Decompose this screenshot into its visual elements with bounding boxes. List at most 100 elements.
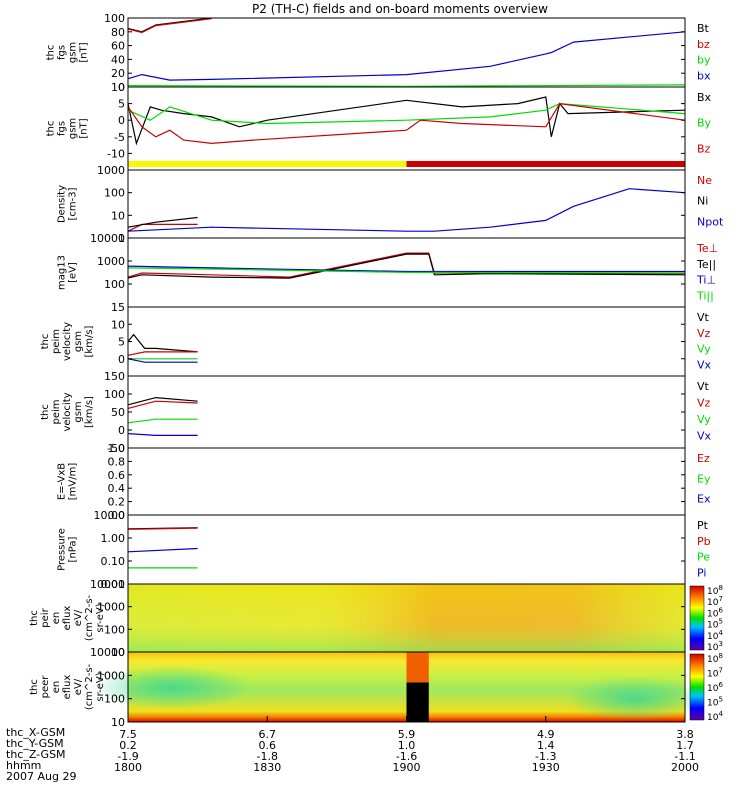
y-axis-label: peer xyxy=(40,675,51,699)
panel-frame xyxy=(127,514,686,585)
legend-Vx: Vx xyxy=(697,358,712,371)
y-tick-label: 10000 xyxy=(90,646,125,659)
x-tick-label: -1.6 xyxy=(396,750,417,763)
y-tick-label: 1 xyxy=(118,232,125,245)
legend-Pe: Pe xyxy=(697,551,710,564)
series-Te⊥ xyxy=(127,252,686,278)
panel-3: 1 10 100 1000 Density [cm-3] Ne Ni Npot xyxy=(57,164,724,245)
legend-Vt: Vt xyxy=(697,311,710,324)
y-axis-label: Pressure xyxy=(57,528,68,571)
y-tick-label: 100 xyxy=(104,623,125,636)
x-tick-label: 1900 xyxy=(393,761,421,774)
x-tick-label: 6.7 xyxy=(259,728,277,741)
plot-title: P2 (TH-C) fields and on-board moments ov… xyxy=(252,2,548,16)
y-tick-label: 10000 xyxy=(90,578,125,591)
y-axis-label: velocity xyxy=(62,322,73,361)
heatmap-data-gap xyxy=(406,682,429,722)
y-axis-label: [nPa] xyxy=(68,536,79,562)
y-tick-label: 60 xyxy=(111,40,125,53)
y-axis-label: gsm xyxy=(73,331,84,352)
series-Vx xyxy=(127,358,198,363)
y-tick-label: 0.8 xyxy=(108,455,126,468)
heatmap-y-gradient xyxy=(128,584,685,652)
series-Vz xyxy=(127,400,198,409)
y-tick-label: -5 xyxy=(114,131,125,144)
y-tick-label: 20 xyxy=(111,67,125,80)
legend-bx: bx xyxy=(697,69,711,82)
series-bz xyxy=(127,18,212,34)
x-tick-label: -1.1 xyxy=(674,750,695,763)
y-tick-label: 0 xyxy=(118,114,125,127)
y-tick-label: 0.01 xyxy=(101,578,126,591)
colorbar xyxy=(689,653,705,721)
heatmap-high-flux xyxy=(406,652,429,683)
footer-z-label: thc_Z-GSM xyxy=(6,748,66,761)
y-tick-label: -10 xyxy=(107,147,125,160)
legend-Npot: Npot xyxy=(697,215,724,228)
legend-Pi: Pi xyxy=(697,566,706,579)
colorbar xyxy=(689,585,705,651)
series-Bz xyxy=(127,102,686,145)
y-axis-label: thc xyxy=(46,45,57,61)
footer-time-label: hhmm xyxy=(6,759,42,772)
y-axis-label: mag13 xyxy=(57,255,68,290)
y-tick-label: 1000 xyxy=(97,669,125,682)
series-Ti|| xyxy=(127,267,686,274)
y-tick-label: 0.10 xyxy=(101,555,126,568)
y-axis-label: eflux xyxy=(62,606,73,631)
y-tick-label: 10 xyxy=(111,646,125,659)
x-tick-label: 3.8 xyxy=(676,728,694,741)
y-tick-label: -50 xyxy=(107,442,125,455)
x-tick-label: 1.7 xyxy=(676,739,694,752)
y-axis-label: thc xyxy=(29,610,40,626)
y-tick-label: 0.4 xyxy=(108,482,126,495)
y-tick-label: 1000 xyxy=(97,164,125,177)
legend-Te⊥: Te⊥ xyxy=(696,242,718,255)
y-axis-label: (cm^2-s- xyxy=(84,663,95,710)
y-axis-label: sr-eV) xyxy=(95,672,106,701)
y-axis-label: peim xyxy=(51,329,62,354)
time-axis: 7.50.2-1.918006.70.6-1.818305.91.0-1.619… xyxy=(114,716,699,774)
x-tick-label: 5.9 xyxy=(398,728,416,741)
panel-frame xyxy=(127,306,686,377)
series-Pb xyxy=(127,527,198,530)
y-axis-label: thc xyxy=(46,121,57,137)
series-Ti⊥ xyxy=(127,265,685,273)
legend-bz: bz xyxy=(697,38,710,51)
x-tick-label: 1.0 xyxy=(398,739,416,752)
y-axis-label: fgs xyxy=(57,45,68,60)
y-tick-label: 100 xyxy=(104,12,125,25)
y-tick-label: 10 xyxy=(111,209,125,222)
x-tick-label: 1830 xyxy=(253,761,281,774)
legend-Ez: Ez xyxy=(697,452,710,465)
series-bx xyxy=(127,31,686,81)
legend-Vx: Vx xyxy=(697,430,712,443)
x-tick-label: 4.9 xyxy=(537,728,555,741)
series-Vz xyxy=(127,351,198,356)
heatmap-low-region xyxy=(92,665,253,710)
footer-x-label: thc_X-GSM xyxy=(6,726,66,739)
y-axis-label: eflux xyxy=(62,675,73,700)
heatmap-low-region xyxy=(564,676,705,721)
y-tick-label: 0.0 xyxy=(108,509,126,522)
y-tick-label: 5 xyxy=(118,98,125,111)
y-axis-label: thc xyxy=(40,334,51,350)
legend-Ti||: Ti|| xyxy=(696,289,714,302)
legend-Vz: Vz xyxy=(697,397,711,410)
state-bar xyxy=(128,161,407,167)
legend-Ne: Ne xyxy=(697,174,712,187)
y-tick-label: 150 xyxy=(104,370,125,383)
y-axis-label: thc xyxy=(29,679,40,695)
series-Bt xyxy=(127,17,212,33)
panel-frame xyxy=(127,447,686,516)
y-axis-label: (cm^2-s- xyxy=(84,594,95,641)
legend-By: By xyxy=(697,117,712,130)
legend-Ti⊥: Ti⊥ xyxy=(696,274,716,287)
y-tick-label: 1.00 xyxy=(101,532,126,545)
x-tick-label: 0.2 xyxy=(119,739,137,752)
panel-8: 0.01 0.10 1.00 10.00 Pressure [nPa] Pt Pb Pe Pi xyxy=(57,509,711,591)
y-tick-label: 1000 xyxy=(97,255,125,268)
y-tick-label: 0.6 xyxy=(108,469,126,482)
